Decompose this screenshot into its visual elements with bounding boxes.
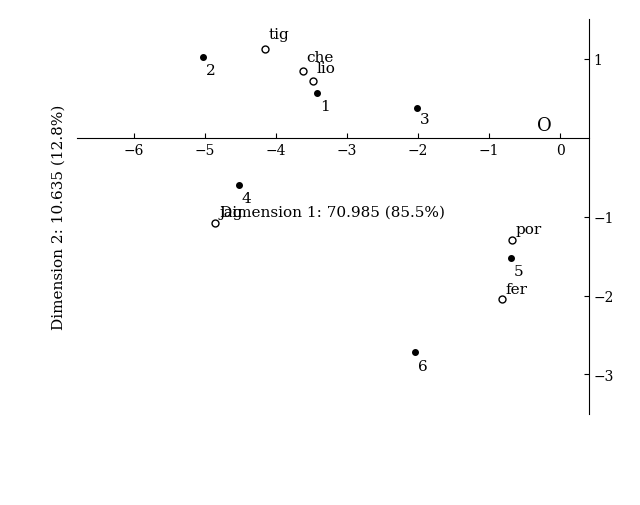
Text: 6: 6 — [418, 359, 428, 373]
Text: 1: 1 — [320, 100, 330, 114]
Text: 5: 5 — [514, 265, 524, 278]
Text: lio: lio — [316, 62, 335, 76]
Text: tig: tig — [269, 28, 289, 42]
Text: che: che — [307, 51, 334, 65]
Text: por: por — [516, 223, 542, 237]
Text: 2: 2 — [206, 64, 216, 78]
Y-axis label: Dimension 2: 10.635 (12.8%): Dimension 2: 10.635 (12.8%) — [52, 105, 66, 330]
Text: fer: fer — [506, 282, 527, 296]
Text: jag: jag — [219, 206, 243, 220]
Text: O: O — [538, 117, 552, 134]
Text: 4: 4 — [242, 192, 252, 206]
Text: 3: 3 — [420, 113, 430, 127]
X-axis label: Dimension 1: 70.985 (85.5%): Dimension 1: 70.985 (85.5%) — [220, 206, 445, 220]
